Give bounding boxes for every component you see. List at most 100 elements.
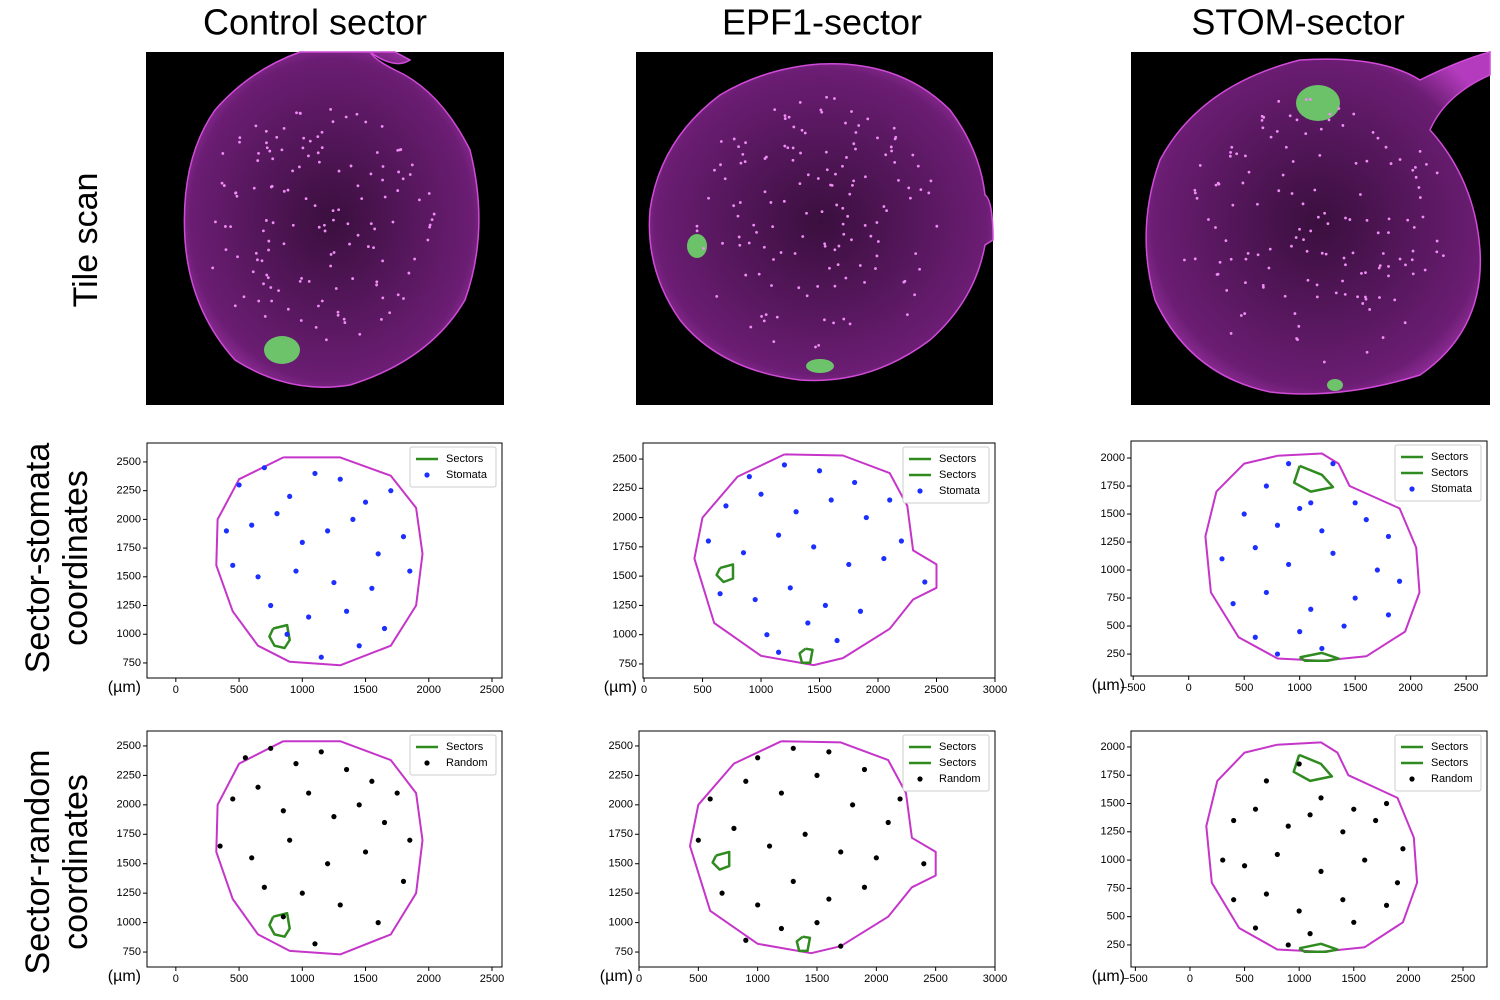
- x-tick-label: 1000: [1287, 973, 1311, 985]
- x-tick-label: 3000: [983, 973, 1007, 985]
- leaf-outline: [689, 740, 937, 955]
- tile-dot: [875, 221, 879, 224]
- x-tick-label: 2500: [1451, 973, 1475, 985]
- tile-dot: [270, 184, 274, 188]
- y-tick-label: 1500: [117, 571, 141, 583]
- point: [1352, 500, 1358, 506]
- x-tick-label: 1000: [749, 684, 773, 696]
- x-tick-label: 2000: [864, 973, 888, 985]
- tile-dot: [739, 161, 743, 165]
- sector-outline: [1292, 753, 1334, 783]
- tile-dot: [351, 277, 355, 280]
- tile-dot: [1244, 281, 1247, 284]
- tile-dot: [1365, 159, 1369, 163]
- tile-dot: [1214, 226, 1217, 229]
- tile-dot: [820, 110, 824, 114]
- tile-dot: [1376, 136, 1380, 140]
- tile-dot: [1304, 132, 1308, 135]
- tile-dot: [396, 293, 400, 297]
- legend-label: Sectors: [939, 741, 977, 753]
- axis-unit: (µm): [108, 679, 141, 696]
- column-title: EPF1-sector: [722, 2, 922, 43]
- tile-dot: [397, 170, 401, 174]
- tile-dot: [1291, 160, 1295, 163]
- sector-outline: [268, 623, 291, 650]
- tile-dot: [260, 259, 264, 263]
- point: [306, 614, 312, 620]
- point: [898, 538, 905, 544]
- y-tick-label: 2250: [609, 769, 633, 781]
- point: [755, 755, 761, 761]
- y-tick-label: 1750: [117, 828, 141, 840]
- tile-dot: [1381, 252, 1385, 255]
- plot: 0 500 1000 1500 2000 2500 3000 750 1000 1250 1500 1…: [604, 442, 1007, 696]
- point: [778, 925, 785, 932]
- tile-dot: [882, 205, 886, 208]
- tile-dot: [719, 140, 723, 143]
- tile-dot: [834, 172, 837, 176]
- tile-dot: [864, 175, 867, 179]
- y-tick-label: 2000: [1101, 452, 1125, 464]
- point: [1307, 931, 1313, 937]
- point: [280, 808, 286, 814]
- point: [407, 837, 413, 843]
- tile-dot: [884, 153, 888, 157]
- tile-dot: [1301, 202, 1305, 206]
- point: [1252, 545, 1258, 551]
- tile-dot: [1328, 112, 1332, 116]
- point: [852, 479, 858, 486]
- tile-dot: [1435, 239, 1439, 243]
- tile-dot: [914, 252, 918, 256]
- y-tick-label: 750: [123, 657, 141, 669]
- tile-dot: [286, 188, 290, 192]
- tile-dot: [819, 108, 823, 112]
- tile-dot: [316, 135, 320, 139]
- tile-dot: [752, 223, 756, 227]
- tile-dot: [267, 239, 271, 243]
- tile-dot: [301, 146, 305, 150]
- tile-dot: [1320, 251, 1324, 255]
- point: [793, 509, 799, 515]
- tile-dot: [298, 111, 302, 115]
- tile-dot: [229, 225, 233, 229]
- tile-dot: [1198, 164, 1202, 167]
- tile-dot: [816, 284, 820, 288]
- tile-dot: [783, 144, 787, 148]
- tile-dot: [889, 145, 893, 149]
- point: [293, 568, 299, 574]
- tile-dot: [426, 238, 430, 242]
- point: [1285, 461, 1292, 467]
- legend-label: Sectors: [1431, 757, 1469, 769]
- tile-dot: [320, 299, 324, 303]
- point: [394, 790, 400, 796]
- tile-dot: [1241, 181, 1245, 185]
- tile-dot: [732, 204, 736, 208]
- tile-dot: [1387, 265, 1390, 268]
- tile-dot: [356, 184, 360, 188]
- point: [293, 761, 299, 767]
- point: [261, 884, 267, 890]
- tile-dot: [257, 299, 261, 303]
- tile-dot: [1364, 271, 1367, 275]
- y-tick-label: 2500: [117, 456, 141, 468]
- tile-dot: [1387, 217, 1391, 221]
- x-tick-label: 2500: [1454, 682, 1478, 694]
- tile-dot: [1342, 256, 1346, 260]
- tile-dot: [256, 159, 260, 162]
- tile-dot: [744, 273, 748, 277]
- tile-dot: [890, 149, 893, 153]
- y-tick-label: 1500: [1101, 508, 1125, 520]
- tile-dot: [1352, 112, 1356, 116]
- point: [1231, 817, 1237, 824]
- point: [343, 608, 350, 614]
- point: [312, 941, 318, 947]
- point: [1241, 863, 1248, 869]
- tile-dot: [251, 270, 255, 274]
- tile-dot: [1393, 298, 1397, 302]
- tile-dot: [1344, 263, 1347, 267]
- tile-dot: [814, 345, 817, 349]
- y-tick-label: 2250: [117, 769, 141, 781]
- tile-dot: [783, 114, 787, 118]
- tile-dot: [850, 238, 853, 242]
- tile-dot: [336, 310, 340, 314]
